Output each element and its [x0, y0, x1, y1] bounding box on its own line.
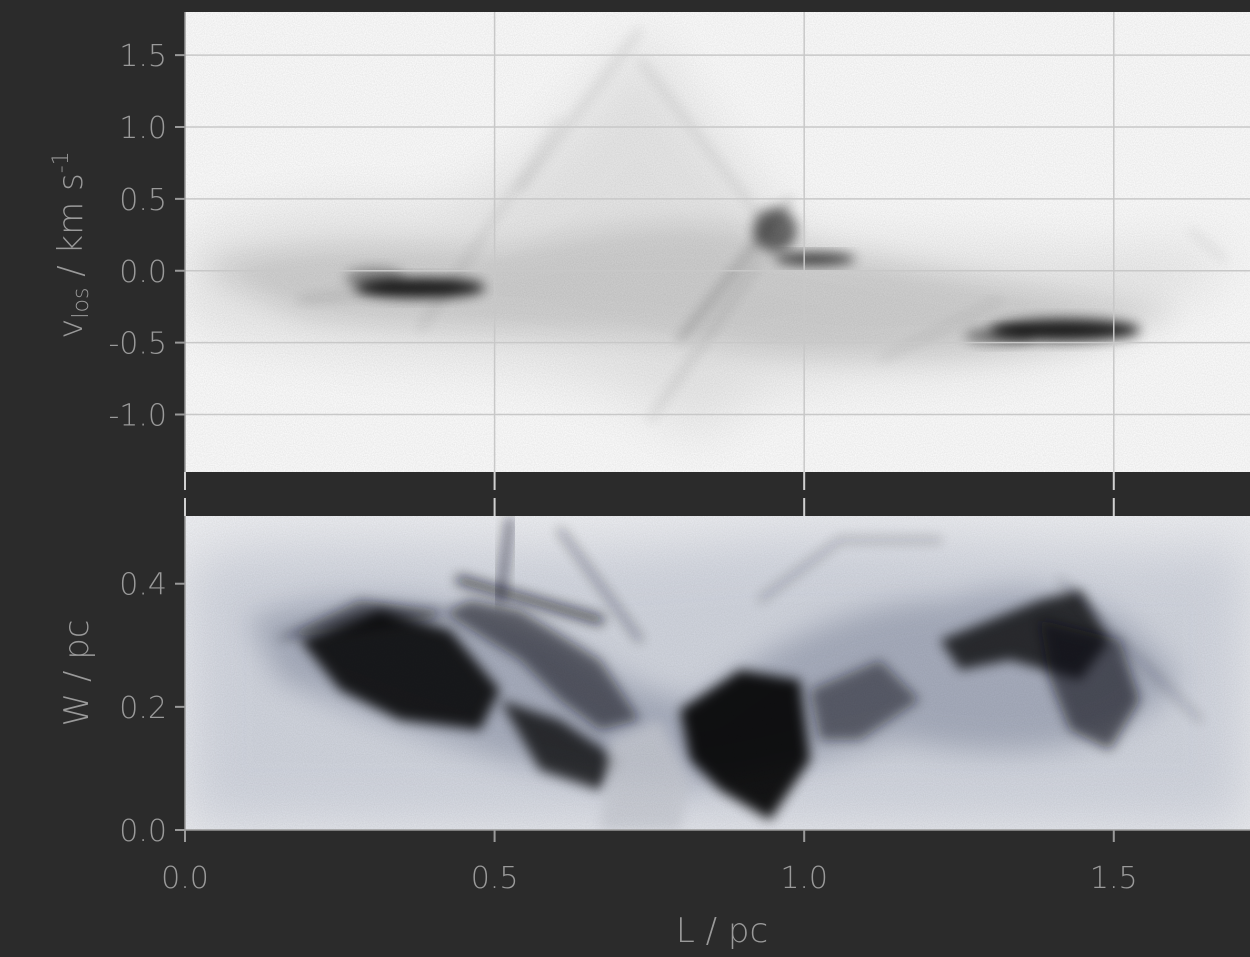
bottom-x-ticks: 0.0 0.5 1.0 1.5 [161, 12, 1250, 896]
top-y-tick-label: 1.5 [119, 39, 167, 74]
top-grid [185, 12, 1250, 472]
bottom-y-tick-label: 0.4 [119, 568, 167, 603]
bottom-y-tick-label: 0.0 [119, 814, 167, 849]
top-y-ticks: 1.5 1.0 0.5 0.0 -0.5 -1.0 [108, 39, 185, 434]
bottom-panel: 0.4 0.2 0.0 0.0 0.5 1.0 1.5 W / pc L / pc [57, 12, 1250, 951]
bottom-y-tick-label: 0.2 [119, 691, 167, 726]
panel-gap-ticks [184, 472, 1115, 516]
x-tick-label: 1.0 [780, 861, 828, 896]
top-panel: 1.5 1.0 0.5 0.0 -0.5 -1.0 vlos / km s-1 [49, 12, 1250, 472]
bottom-y-axis-label: W / pc [57, 620, 97, 727]
x-tick-label: 0.5 [471, 861, 519, 896]
top-y-tick-label: 0.5 [119, 183, 167, 218]
bottom-y-ticks: 0.4 0.2 0.0 [119, 568, 185, 849]
top-y-axis-label: vlos / km s-1 [49, 151, 94, 339]
x-tick-label: 0.0 [161, 861, 209, 896]
top-y-tick-label: -0.5 [108, 327, 167, 362]
top-y-tick-label: 1.0 [119, 111, 167, 146]
top-heatmap [185, 12, 1250, 472]
top-y-tick-label: -1.0 [108, 399, 167, 434]
x-axis-label: L / pc [676, 911, 768, 951]
bottom-heatmap [185, 516, 1250, 830]
top-y-tick-label: 0.0 [119, 255, 167, 290]
x-tick-label: 1.5 [1090, 861, 1138, 896]
